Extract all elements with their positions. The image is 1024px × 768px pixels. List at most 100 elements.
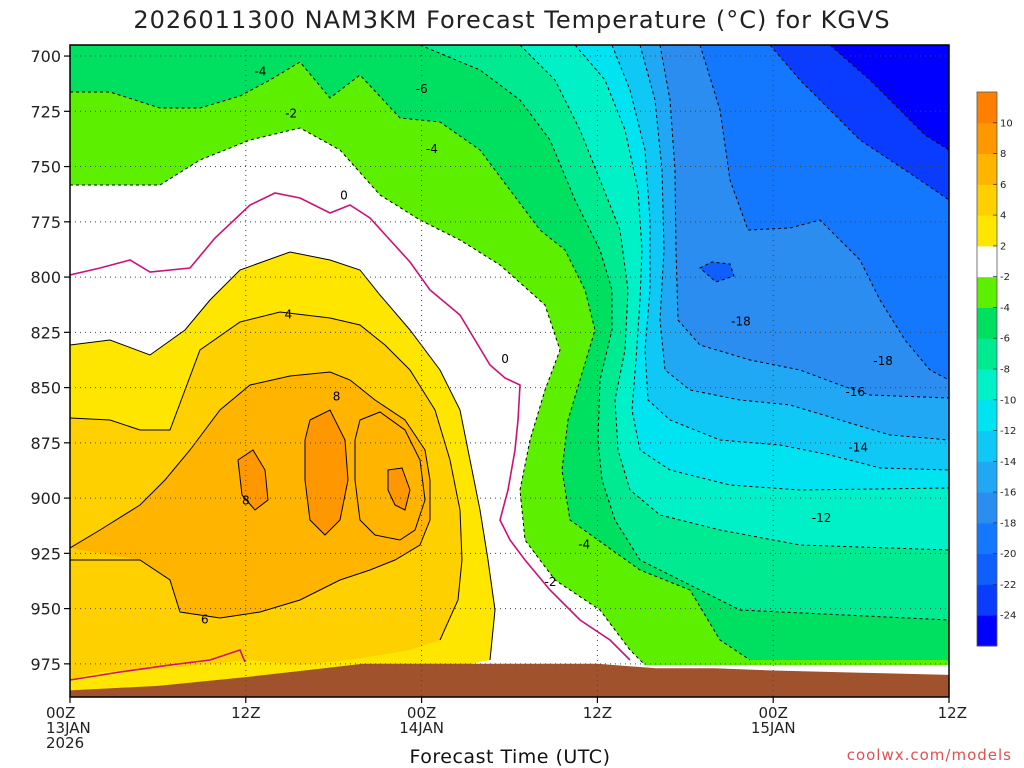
colorbar-swatch	[977, 184, 997, 216]
y-tick-label: 975	[30, 655, 61, 674]
colorbar-tick-label: -18	[1000, 518, 1016, 529]
contour-minus2	[70, 127, 646, 666]
contour-zero	[70, 192, 631, 661]
contour-label: -16	[845, 385, 865, 399]
colorbar-tick-label: -16	[1000, 488, 1016, 499]
contour-label: 8	[242, 493, 250, 507]
colorbar-tick-label: 10	[1000, 118, 1013, 129]
y-tick-label: 800	[30, 268, 61, 287]
colorbar-tick-label: -24	[1000, 611, 1016, 622]
contour-two	[70, 251, 496, 661]
temperature-fill-regions	[70, 45, 949, 697]
colorbar-swatch	[977, 369, 997, 401]
fill-eight-to-ten-b	[305, 410, 348, 535]
colorbar-swatch	[977, 615, 997, 647]
contour-minus18	[699, 45, 949, 381]
contour-lines	[70, 45, 949, 681]
y-tick-label: 875	[30, 434, 61, 453]
contour-minus16	[659, 45, 949, 399]
fill-minus24-to-minus22	[830, 45, 949, 150]
colorbar-swatch	[977, 122, 997, 155]
contour-label: -2	[285, 107, 297, 121]
colorbar-tick-label: 8	[1000, 149, 1006, 160]
y-tick-label: 750	[30, 158, 61, 177]
contour-eight-b	[304, 409, 349, 536]
colorbar-swatch	[977, 461, 997, 493]
colorbar-swatch	[977, 153, 997, 185]
colorbar-swatch	[977, 92, 997, 124]
y-tick-label: 850	[30, 379, 61, 398]
colorbar-tick-label: -8	[1000, 365, 1010, 376]
fill-eight-to-ten-c	[388, 468, 410, 510]
y-tick-label: 925	[30, 544, 61, 563]
contour-minus6	[419, 45, 949, 621]
colorbar-swatch	[977, 553, 997, 585]
contour-label: -12	[812, 511, 832, 525]
x-tick-label: 2026	[46, 734, 84, 752]
colorbar-tick-label: 4	[1000, 211, 1006, 222]
y-tick-label: 825	[30, 323, 61, 342]
colorbar-swatch	[977, 584, 997, 616]
contour-label: -18	[873, 354, 893, 368]
colorbar-tick-label: -6	[1000, 334, 1010, 345]
y-tick-label: 775	[30, 213, 61, 232]
contour-label: 6	[201, 613, 209, 627]
x-tick-label: 12Z	[231, 704, 260, 722]
y-axis: 700 725 750 775 800 825 850 875 900 925 950 975	[30, 47, 70, 674]
contour-eight-a	[237, 449, 269, 511]
y-tick-label: 900	[30, 489, 61, 508]
contour-label: 4	[284, 308, 292, 322]
contour-label: -4	[426, 142, 438, 156]
colorbar-swatch	[977, 307, 997, 339]
x-tick-label: 15JAN	[751, 719, 796, 737]
contour-minus14	[639, 45, 949, 441]
contour-minus24	[829, 45, 949, 151]
contour-minus12	[611, 45, 949, 471]
x-tick-label: 12Z	[938, 704, 967, 722]
contour-eight-c	[387, 467, 411, 511]
colorbar-tick-label: -10	[1000, 395, 1016, 406]
contour-label: -4	[578, 537, 590, 551]
contour-label: 0	[340, 188, 348, 202]
plot-frame	[69, 44, 950, 698]
contour-minus20	[699, 261, 735, 283]
colorbar-tick-label: 6	[1000, 180, 1006, 191]
colorbar-swatch	[977, 338, 997, 370]
colorbar-tick-label: -12	[1000, 426, 1016, 437]
x-tick-label: 14JAN	[399, 719, 444, 737]
contour-label: -18	[731, 314, 751, 328]
colorbar-swatch	[977, 215, 997, 247]
contour-eight-d	[354, 411, 426, 541]
contour-labels: -4 -6 -2 -4 0 4 0 8 8 6 -4 -2 -18 -18 -16 -14 -12	[201, 65, 893, 627]
contour-minus8	[519, 45, 949, 551]
contour-four	[70, 311, 463, 641]
x-tick-label: 00Z	[46, 704, 75, 722]
contour-label: -4	[254, 65, 266, 79]
plot-area: -4 -6 -2 -4 0 4 0 8 8 6 -4 -2 -18 -18 -16 -14 -12	[70, 45, 949, 697]
x-tick-label: 13JAN	[46, 719, 91, 737]
colorbar-swatch	[977, 245, 997, 278]
contour-label: 0	[501, 352, 509, 366]
contour-label: -14	[848, 440, 868, 454]
contour-label: 8	[333, 389, 341, 403]
contour-label: -6	[416, 82, 428, 96]
y-tick-label: 700	[30, 47, 61, 66]
y-tick-label: 725	[30, 102, 61, 121]
terrain-surface	[70, 663, 949, 697]
grid-lines	[70, 45, 949, 697]
colorbar-swatch	[977, 430, 997, 462]
x-axis-label: Forecast Time (UTC)	[409, 746, 611, 768]
colorbar-swatch	[977, 492, 997, 524]
colorbar-tick-label: -14	[1000, 457, 1016, 468]
source-credit: coolwx.com/models	[846, 746, 1012, 764]
x-tick-label: 12Z	[583, 704, 612, 722]
colorbar-swatch	[977, 399, 997, 432]
x-tick-label: 00Z	[407, 704, 436, 722]
colorbar-swatch	[977, 276, 997, 308]
contour-six	[70, 371, 431, 619]
colorbar-tick-label: 2	[1000, 241, 1006, 252]
contour-minus10	[574, 45, 949, 491]
